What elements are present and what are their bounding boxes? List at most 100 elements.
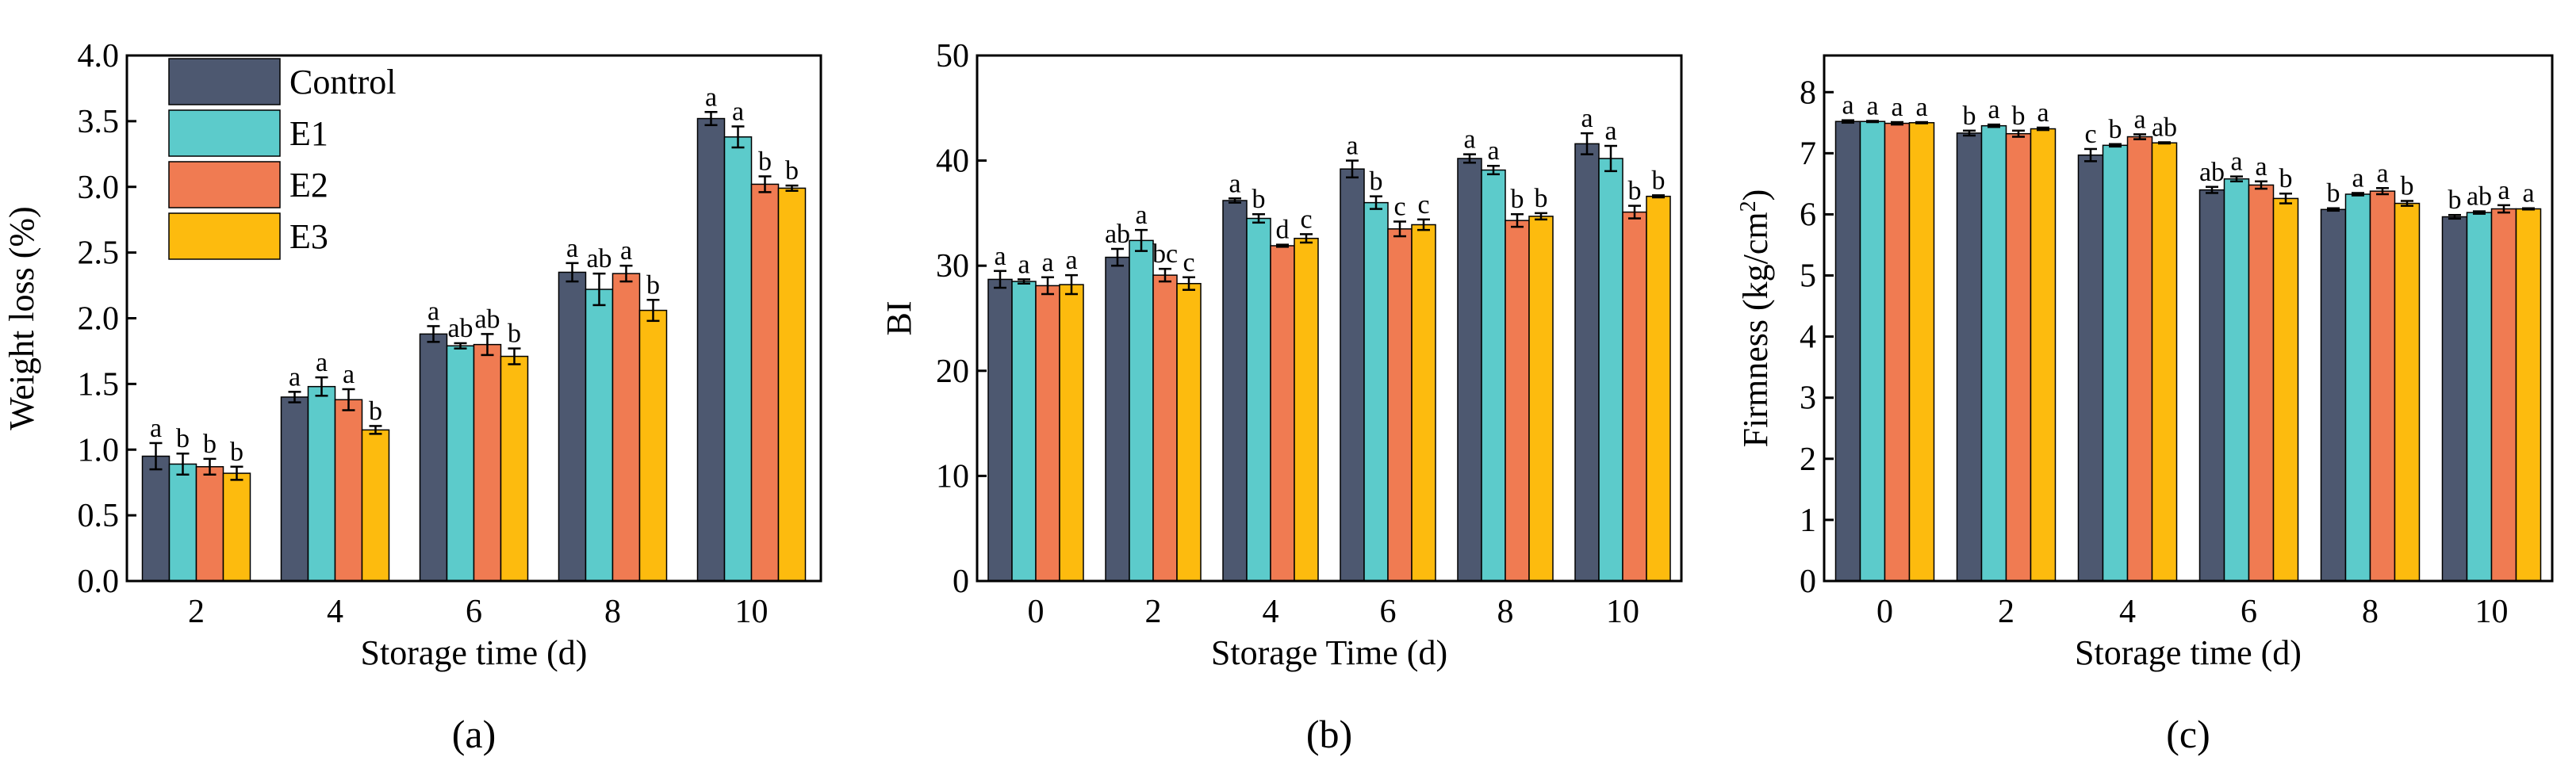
- bar-e3: [2030, 128, 2057, 582]
- significance-letter: b: [1511, 185, 1524, 214]
- y-tick-label: 40: [936, 143, 969, 180]
- bar-control: [1340, 168, 1365, 582]
- bar-e3: [1294, 237, 1319, 582]
- y-tick-label: 0: [953, 564, 969, 600]
- significance-letter: a: [1135, 201, 1147, 230]
- significance-letter: a: [1581, 104, 1593, 133]
- significance-letter: ab: [586, 244, 611, 273]
- bar-e2: [2248, 184, 2275, 582]
- significance-letter: a: [732, 97, 744, 127]
- legend-label-e1: E1: [289, 114, 328, 153]
- bar-control: [2198, 189, 2225, 582]
- y-tick-label: 3: [1800, 380, 1816, 417]
- bar-control: [141, 455, 171, 582]
- y-tick-label: 5: [1800, 258, 1816, 295]
- significance-letter: a: [1065, 246, 1077, 275]
- bar-e2: [2005, 132, 2032, 582]
- significance-letter: b: [176, 424, 190, 453]
- y-tick-label: 50: [936, 38, 969, 75]
- bar-e2: [1505, 220, 1530, 582]
- bar-e1: [2223, 178, 2250, 582]
- significance-letter: a: [1487, 136, 1499, 166]
- bar-e3: [1176, 282, 1202, 582]
- significance-letter: d: [1276, 216, 1290, 245]
- bar-e1: [723, 136, 753, 582]
- x-tick-label: 2: [1145, 594, 1162, 630]
- bar-e3: [1646, 195, 1671, 582]
- significance-letter: c: [2084, 120, 2096, 149]
- bar-e1: [2344, 193, 2371, 582]
- significance-letter: a: [2133, 105, 2145, 134]
- bar-control: [1956, 132, 1983, 582]
- bar-control: [2320, 208, 2347, 582]
- bar-e3: [1059, 284, 1084, 582]
- x-tick-label: 0: [1028, 594, 1045, 630]
- significance-letter: a: [2352, 163, 2363, 193]
- significance-letter: ab: [2467, 182, 2492, 212]
- bar-e2: [195, 466, 224, 582]
- y-tick-label: 2.5: [78, 235, 120, 272]
- legend-label-e2: E2: [289, 166, 328, 205]
- bar-control: [1457, 158, 1482, 582]
- panel-b-x-axis-label: Storage Time (d): [1211, 633, 1447, 672]
- y-tick-label: 2.0: [78, 301, 120, 338]
- y-tick-label: 2: [1800, 442, 1816, 478]
- significance-letter: b: [2448, 185, 2462, 215]
- panel-b-y-axis-label: BI: [880, 301, 918, 336]
- bar-e2: [334, 399, 363, 582]
- x-tick-label: 6: [1380, 594, 1397, 630]
- bar-e2: [2490, 208, 2517, 582]
- y-tick-label: 1.0: [78, 432, 120, 468]
- significance-letter: ab: [2152, 113, 2177, 142]
- significance-letter: ab: [1105, 220, 1130, 249]
- significance-letter: b: [785, 156, 799, 185]
- significance-letter: c: [1393, 193, 1405, 222]
- bar-e1: [168, 463, 197, 582]
- bar-e1: [1363, 201, 1389, 582]
- bar-control: [987, 278, 1013, 582]
- significance-letter: b: [230, 438, 243, 467]
- x-tick-label: 8: [2362, 594, 2379, 630]
- significance-letter: a: [566, 234, 578, 263]
- y-tick-label: 10: [936, 458, 969, 495]
- bar-e3: [361, 429, 390, 582]
- bar-e3: [777, 187, 807, 582]
- significance-letter: b: [369, 396, 382, 426]
- y-tick-label: 6: [1800, 197, 1816, 233]
- bar-e2: [1035, 285, 1060, 582]
- panel-c-x-axis-label: Storage time (d): [2075, 633, 2302, 672]
- significance-letter: a: [1988, 95, 1999, 124]
- bar-e2: [2369, 190, 2396, 582]
- bar-e1: [1246, 217, 1271, 582]
- x-tick-label: 0: [1876, 594, 1893, 630]
- bar-control: [1222, 200, 1248, 582]
- panel-c-y-axis-label: Firmness (kg/cm2): [1736, 189, 1776, 448]
- panel-c-y-axis-label-close: ): [1736, 189, 1775, 201]
- x-tick-label: 6: [2241, 594, 2257, 630]
- bar-e1: [2102, 144, 2129, 582]
- y-tick-label: 7: [1800, 136, 1816, 172]
- bar-e1: [307, 385, 336, 582]
- bar-e2: [473, 343, 502, 582]
- panel-b-axes-frame: [976, 54, 1683, 583]
- panel-a-y-axis-label: Weight loss (%): [2, 206, 41, 430]
- bar-e1: [585, 289, 614, 582]
- bar-control: [1105, 256, 1130, 582]
- significance-letter: a: [2037, 98, 2049, 128]
- y-tick-label: 4: [1800, 319, 1816, 356]
- y-tick-label: 4.0: [78, 38, 120, 75]
- significance-letter: a: [1842, 91, 1853, 120]
- significance-letter: a: [1915, 93, 1927, 122]
- legend-swatch-e3: [168, 212, 281, 260]
- significance-letter: a: [2522, 179, 2534, 208]
- bar-e1: [1980, 124, 2007, 582]
- legend-label-e3: E3: [289, 217, 328, 256]
- bar-control: [2077, 154, 2104, 582]
- bar-e3: [500, 355, 529, 582]
- significance-letter: bc: [1152, 239, 1178, 269]
- bar-e1: [1011, 281, 1037, 582]
- significance-letter: a: [427, 296, 439, 326]
